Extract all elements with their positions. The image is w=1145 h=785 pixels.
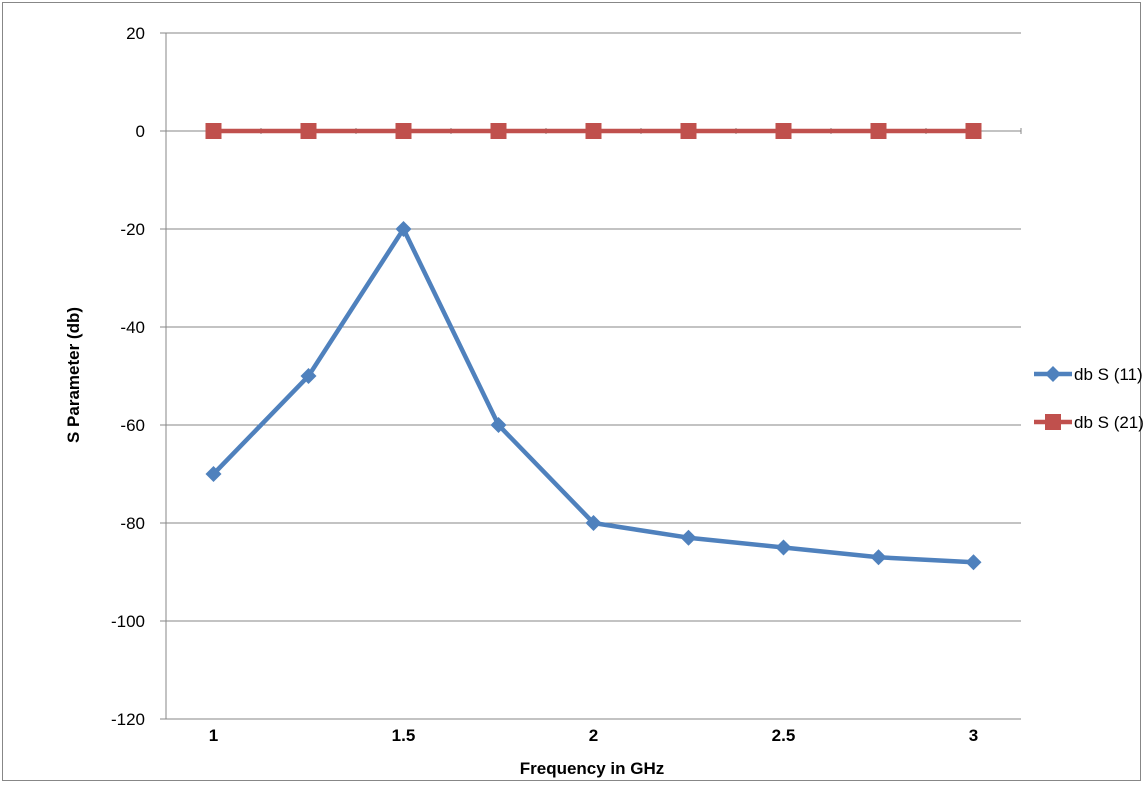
legend-label: db S (11) [1074, 365, 1143, 384]
data-point [680, 529, 697, 546]
data-point [300, 123, 317, 139]
data-point [300, 368, 317, 384]
legend-item: db S (21) [1034, 413, 1144, 432]
data-point [965, 554, 982, 571]
x-tick-label: 2 [589, 726, 598, 745]
data-point [680, 123, 697, 139]
legend-marker [1045, 366, 1061, 382]
y-tick-label: -40 [120, 318, 145, 337]
y-tick-label: -60 [120, 416, 145, 435]
y-tick-label: -100 [111, 612, 145, 631]
y-tick-label: 20 [126, 24, 145, 43]
series-2 [205, 123, 982, 139]
x-tick-label: 2.5 [772, 726, 796, 745]
data-point [490, 123, 507, 139]
data-point [775, 123, 792, 139]
data-point [205, 123, 222, 139]
data-point [395, 123, 412, 139]
y-tick-label: -20 [120, 220, 145, 239]
series-1 [205, 221, 982, 571]
data-point [585, 515, 602, 531]
y-tick-label: -120 [111, 710, 145, 729]
data-point [205, 466, 222, 482]
data-point [585, 123, 602, 139]
legend-label: db S (21) [1074, 413, 1144, 432]
y-axis-title: S Parameter (db) [64, 307, 83, 443]
y-tick-labels: 20 0 -20 -40 -60 -80 -100 -120 [111, 24, 145, 729]
x-tick-label: 1 [209, 726, 218, 745]
legend: db S (11) db S (21) [1034, 365, 1144, 432]
data-point [965, 123, 982, 139]
data-point [870, 123, 887, 139]
x-tick-label: 3 [969, 726, 978, 745]
data-point [775, 539, 792, 556]
series-line [211, 226, 974, 565]
data-point [490, 417, 507, 433]
data-point [870, 549, 887, 566]
data-point [395, 221, 412, 237]
legend-item: db S (11) [1034, 365, 1143, 384]
x-tick-label: 1.5 [392, 726, 416, 745]
x-axis-title: Frequency in GHz [520, 759, 665, 778]
y-tick-label: 0 [136, 122, 145, 141]
y-tick-label: -80 [120, 514, 145, 533]
x-tick-labels: 1 1.5 2 2.5 3 [209, 726, 978, 745]
legend-marker [1045, 414, 1061, 430]
series-group [205, 123, 982, 571]
